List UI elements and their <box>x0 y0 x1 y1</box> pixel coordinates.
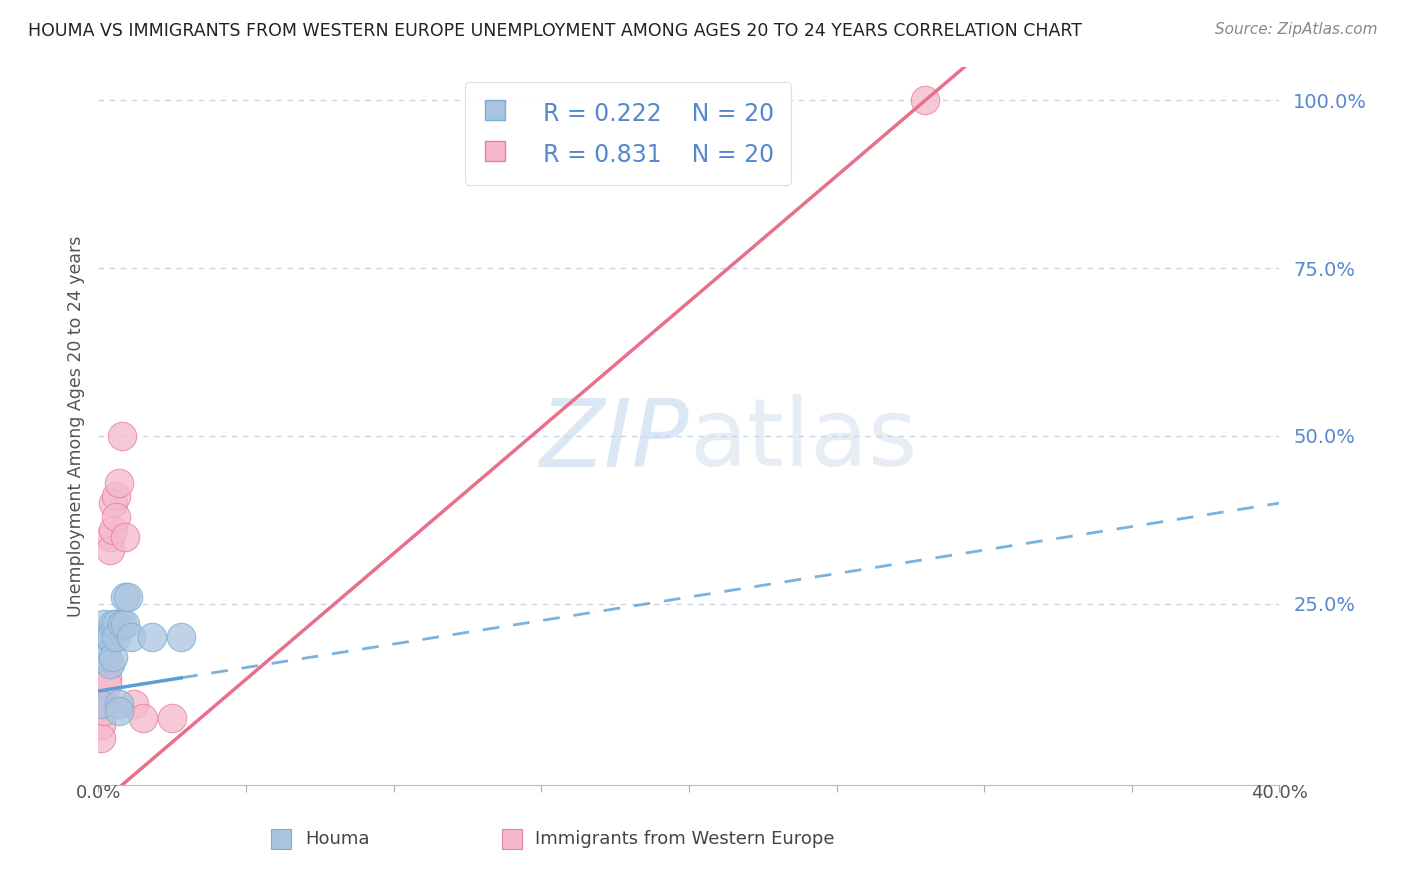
Point <box>93 698 115 712</box>
Point <box>90 698 112 712</box>
Point <box>108 704 131 718</box>
Point <box>162 711 183 725</box>
Text: ZIP: ZIP <box>540 395 689 486</box>
Point <box>105 630 128 644</box>
Point <box>96 630 118 644</box>
Text: atlas: atlas <box>689 394 917 486</box>
Point <box>108 475 131 490</box>
Point <box>132 711 155 725</box>
Point <box>98 543 121 558</box>
Point <box>98 530 121 544</box>
Point <box>93 616 115 631</box>
Text: Immigrants from Western Europe: Immigrants from Western Europe <box>536 830 835 847</box>
Point <box>98 630 121 644</box>
Point <box>105 616 128 631</box>
Point <box>103 650 125 665</box>
Point <box>103 616 125 631</box>
Point <box>90 731 112 745</box>
Point <box>114 616 136 631</box>
Point <box>111 429 134 443</box>
Point <box>122 698 145 712</box>
Text: HOUMA VS IMMIGRANTS FROM WESTERN EUROPE UNEMPLOYMENT AMONG AGES 20 TO 24 YEARS C: HOUMA VS IMMIGRANTS FROM WESTERN EUROPE … <box>28 22 1083 40</box>
Point <box>914 94 936 108</box>
Point <box>98 657 121 672</box>
Point <box>170 630 193 644</box>
Point <box>96 671 118 685</box>
Point <box>93 704 115 718</box>
Y-axis label: Unemployment Among Ages 20 to 24 years: Unemployment Among Ages 20 to 24 years <box>66 235 84 616</box>
Point <box>114 590 136 604</box>
Point <box>108 698 131 712</box>
Text: 0.0%: 0.0% <box>76 783 121 802</box>
Point <box>96 650 118 665</box>
Point <box>111 616 134 631</box>
Legend:   R = 0.222    N = 20,   R = 0.831    N = 20: R = 0.222 N = 20, R = 0.831 N = 20 <box>464 82 792 185</box>
Point <box>103 496 125 510</box>
Point <box>103 523 125 537</box>
Point <box>117 590 139 604</box>
Point <box>120 630 142 644</box>
Text: Source: ZipAtlas.com: Source: ZipAtlas.com <box>1215 22 1378 37</box>
Point <box>141 630 163 644</box>
Point <box>90 717 112 731</box>
Point <box>96 677 118 691</box>
Point <box>114 530 136 544</box>
Point <box>105 509 128 524</box>
Point <box>90 698 112 712</box>
Text: 40.0%: 40.0% <box>1251 783 1308 802</box>
Point <box>105 489 128 503</box>
Text: Houma: Houma <box>305 830 370 847</box>
Point <box>98 630 121 644</box>
